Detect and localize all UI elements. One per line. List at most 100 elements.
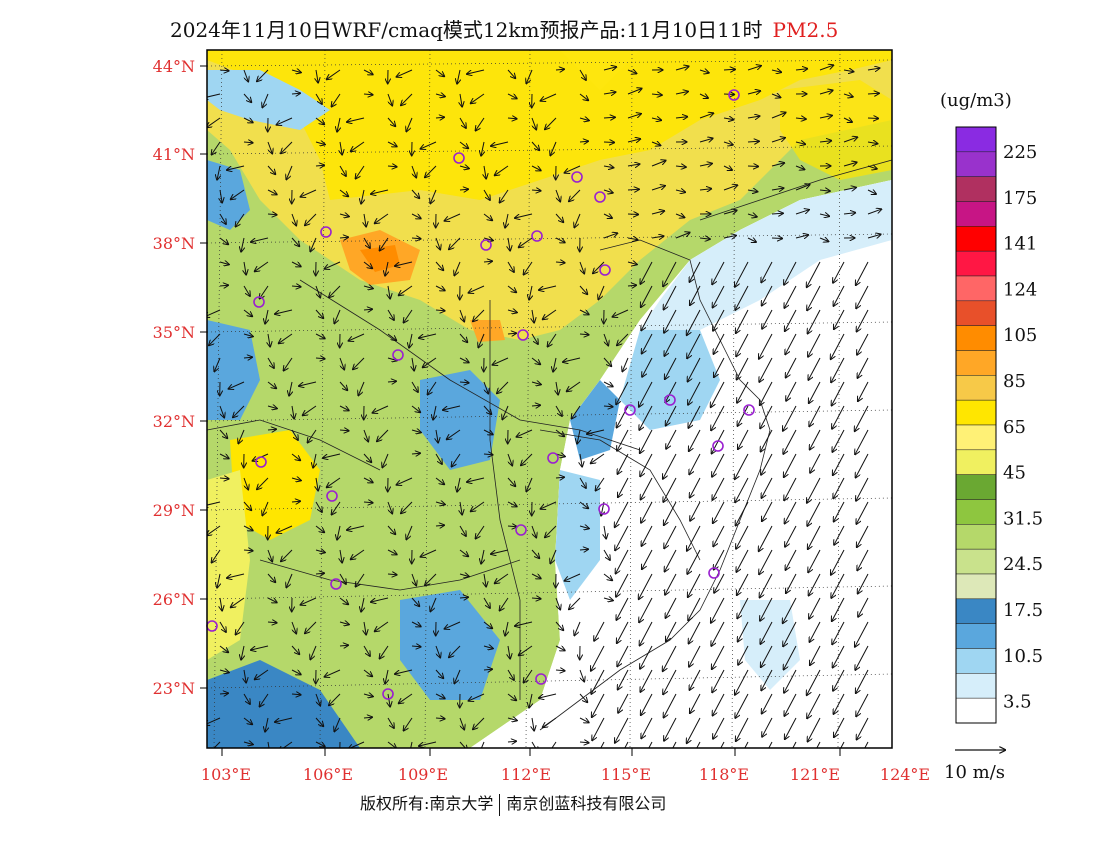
wind-arrow bbox=[810, 429, 821, 450]
wind-arrow bbox=[507, 333, 516, 334]
wind-arrow bbox=[243, 357, 252, 358]
wind-arrow bbox=[550, 549, 557, 563]
city-marker bbox=[453, 152, 465, 164]
wind-arrow bbox=[759, 357, 773, 382]
wind-arrow bbox=[808, 717, 821, 742]
colorbar-tick-label: 17.5 bbox=[1003, 600, 1043, 621]
colorbar-swatch bbox=[955, 598, 997, 624]
wind-arrow bbox=[315, 334, 325, 338]
wind-arrow bbox=[857, 333, 869, 355]
city-marker bbox=[594, 191, 606, 203]
wind-arrow bbox=[243, 550, 253, 551]
wind-arrow bbox=[545, 117, 557, 129]
wind-arrow bbox=[371, 189, 389, 194]
wind-arrow bbox=[260, 693, 269, 707]
wind-arrow bbox=[361, 597, 364, 612]
wind-arrow bbox=[411, 405, 420, 412]
wind-arrow bbox=[831, 357, 845, 382]
wind-arrow bbox=[747, 166, 758, 167]
wind-arrow bbox=[508, 237, 510, 251]
wind-arrow bbox=[616, 573, 629, 597]
wind-arrow bbox=[555, 670, 565, 671]
wind-arrow bbox=[736, 549, 749, 572]
wind-arrow bbox=[618, 693, 629, 713]
wind-arrow bbox=[308, 429, 317, 443]
wind-arrow bbox=[481, 141, 484, 156]
wind-arrow bbox=[642, 525, 653, 546]
wind-arrow bbox=[555, 646, 565, 650]
wind-arrow bbox=[641, 285, 653, 307]
wind-arrow bbox=[675, 66, 689, 70]
wind-arrow bbox=[421, 549, 437, 557]
wind-arrow bbox=[809, 573, 821, 596]
wind-arrow bbox=[521, 453, 533, 465]
wind-arrow bbox=[483, 597, 490, 608]
wind-arrow bbox=[603, 214, 612, 218]
wind-arrow bbox=[459, 166, 469, 169]
wind-arrow bbox=[735, 261, 749, 287]
city-marker bbox=[708, 567, 720, 579]
wind-arrow bbox=[435, 69, 444, 76]
wind-arrow bbox=[262, 93, 269, 107]
wind-arrow bbox=[435, 286, 445, 290]
wind-arrow bbox=[467, 477, 485, 482]
wind-arrow bbox=[714, 333, 725, 354]
wind-arrow bbox=[411, 381, 418, 392]
wind-arrow bbox=[687, 309, 701, 335]
colorbar-swatch bbox=[955, 226, 997, 252]
lat-label: 41°N bbox=[153, 145, 195, 164]
wind-arrow bbox=[217, 573, 220, 588]
wind-arrow bbox=[315, 117, 324, 124]
colorbar-frame bbox=[955, 126, 997, 724]
reference-vector-label: 10 m/s bbox=[944, 762, 1005, 783]
wind-arrow bbox=[315, 165, 324, 166]
wind-arrow bbox=[337, 525, 340, 540]
wind-arrow bbox=[642, 357, 653, 377]
wind-arrow bbox=[291, 478, 301, 481]
wind-arrow bbox=[555, 405, 562, 416]
wind-arrow bbox=[785, 525, 797, 547]
wind-arrow bbox=[495, 165, 509, 175]
wind-arrow bbox=[507, 94, 517, 98]
wind-arrow bbox=[502, 405, 509, 419]
wind-arrow bbox=[275, 309, 293, 314]
wind-arrow bbox=[385, 261, 388, 276]
wind-arrow bbox=[459, 189, 468, 190]
colorbar-swatch bbox=[955, 648, 997, 674]
wind-arrow bbox=[735, 477, 749, 502]
wind-arrow bbox=[291, 670, 301, 674]
wind-arrow bbox=[807, 501, 821, 526]
wind-arrow bbox=[243, 93, 251, 102]
wind-arrow bbox=[759, 525, 773, 551]
wind-arrow bbox=[363, 70, 373, 74]
wind-arrow bbox=[315, 693, 320, 705]
city-marker bbox=[743, 404, 755, 416]
wind-arrow bbox=[641, 477, 653, 500]
copyright-left: 版权所有:南京大学 bbox=[360, 794, 494, 813]
wind-arrow bbox=[327, 69, 341, 79]
city-marker bbox=[517, 329, 529, 341]
wind-arrow bbox=[543, 717, 557, 727]
wind-arrow bbox=[712, 477, 725, 500]
wind-arrow bbox=[301, 597, 317, 605]
wind-arrow bbox=[723, 210, 737, 214]
wind-arrow bbox=[555, 477, 564, 478]
wind-arrow bbox=[491, 141, 509, 146]
wind-arrow bbox=[267, 429, 276, 430]
wind-arrow bbox=[641, 501, 653, 523]
wind-arrow bbox=[541, 501, 557, 509]
colorbar-tick-label: 105 bbox=[1003, 325, 1037, 346]
wind-arrow bbox=[735, 453, 749, 479]
wind-arrow bbox=[784, 693, 797, 716]
wind-arrow bbox=[255, 261, 269, 271]
wind-arrow bbox=[399, 693, 413, 703]
wind-arrow bbox=[428, 381, 437, 395]
wind-arrow bbox=[497, 381, 509, 393]
wind-arrow bbox=[339, 645, 348, 646]
wind-arrow bbox=[747, 66, 761, 71]
wind-arrow bbox=[858, 357, 869, 378]
wind-arrow bbox=[760, 573, 773, 598]
wind-arrow bbox=[651, 94, 662, 95]
wind-arrow bbox=[688, 405, 701, 428]
wind-arrow bbox=[531, 525, 536, 537]
